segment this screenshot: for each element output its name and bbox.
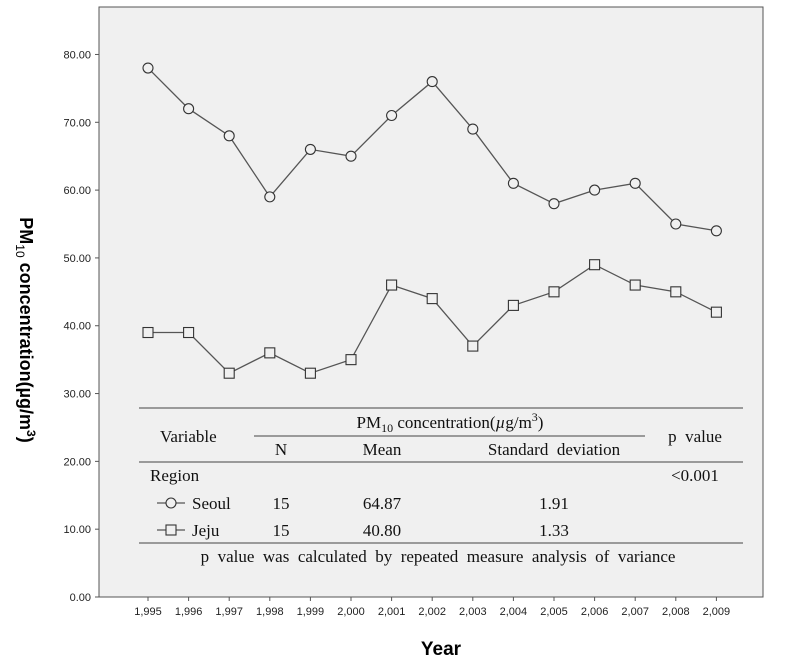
table-row-jeju-mean: 40.80 [363,521,401,540]
x-tick-label: 2,009 [703,606,731,618]
table-pm-post: concentration( [393,413,496,432]
table-row-jeju-n: 15 [273,521,290,540]
y-axis-title-main: PM [16,217,36,244]
y-axis-title-sub: 10 [13,244,27,258]
data-point-seoul [223,130,235,142]
x-tick-label: 2,000 [337,606,365,618]
series-layer [142,62,722,379]
y-tick-label: 50.00 [63,253,91,265]
data-point-jeju [183,326,195,339]
x-tick-label: 2,008 [662,606,690,618]
data-point-seoul [183,103,195,115]
x-tick-label: 2,004 [500,606,528,618]
table-row-jeju-label: Jeju [192,521,220,540]
data-point-seoul [629,177,641,189]
data-point-seoul [467,123,479,135]
table-col-mean: Mean [363,440,402,459]
table-col-p: p value [668,427,722,446]
x-tick-label: 1,998 [256,606,284,618]
x-tick-label: 1,999 [297,606,325,618]
table-variable-header: Variable [160,427,217,446]
y-tick-label: 70.00 [63,117,91,129]
data-point-seoul [589,184,601,196]
y-tick-label: 10.00 [63,524,91,536]
x-tick-label: 2,001 [378,606,406,618]
data-point-jeju [548,286,560,298]
x-tick-label: 2,007 [621,606,649,618]
table-row-jeju-sd: 1.33 [539,521,569,540]
stats-table: Variable PM10 concentration(µg/m3) N Mea… [139,407,743,566]
x-tick-label: 1,996 [175,606,203,618]
table-row-seoul-sd: 1.91 [539,494,569,513]
y-tick-label: 20.00 [63,456,91,468]
x-tick-label: 1,995 [134,606,162,618]
data-point-seoul [426,76,438,88]
legend-jeju-marker [165,524,177,536]
table-p-value: <0.001 [671,466,719,485]
table-pm-sub: 10 [381,421,393,435]
data-point-seoul [345,150,357,162]
x-tick-label: 2,003 [459,606,487,618]
data-point-seoul [670,218,682,230]
data-point-seoul [304,143,316,155]
x-axis-title: Year [421,639,462,660]
table-col-n: N [275,440,287,459]
data-point-seoul [710,225,722,237]
y-axis-ticks: 0.00 10.00 20.00 30.00 40.00 50.00 60.00 70.00 8… [63,49,99,604]
y-tick-label: 30.00 [63,389,91,401]
y-axis-title-close: ) [16,437,36,443]
x-tick-label: 2,006 [581,606,609,618]
data-point-jeju [589,259,601,271]
data-point-seoul [142,62,154,74]
data-point-seoul [386,109,398,122]
data-point-jeju [426,293,438,305]
data-point-seoul [507,177,519,189]
x-tick-label: 1,997 [215,606,243,618]
table-pm-header: PM10 concentration(µg/m3) [357,410,544,435]
data-point-jeju [507,299,519,311]
y-axis-title-sup: 3 [24,430,38,437]
data-point-jeju [142,326,154,339]
x-tick-label: 2,005 [540,606,568,618]
data-point-jeju [467,340,479,352]
data-point-jeju [386,279,398,291]
data-point-jeju [264,347,276,359]
x-tick-label: 2,002 [418,606,446,618]
data-point-jeju [304,367,316,379]
data-point-jeju [629,279,641,291]
table-pm-unit: g/m [505,413,531,432]
data-point-jeju [223,367,235,379]
y-axis-title: PM10 concentration(µg/m3) [13,217,38,442]
y-tick-label: 60.00 [63,185,91,197]
data-point-seoul [548,198,560,210]
legend-seoul-marker [165,497,177,509]
table-row-seoul-label: Seoul [192,494,231,513]
data-point-jeju [670,286,682,298]
table-pm-pre: PM [357,413,382,432]
y-axis-title-rest: concentration(µg/m [16,258,36,430]
data-point-jeju [710,306,722,318]
table-row-seoul-n: 15 [273,494,290,513]
table-row-seoul-mean: 64.87 [363,494,402,513]
y-tick-label: 0.00 [70,592,91,604]
table-pm-close: ) [538,413,544,432]
x-axis-ticks: 1,995 1,996 1,997 1,998 1,999 2,000 2,001 2,002… [134,597,730,618]
table-region-label: Region [150,466,200,485]
data-point-jeju [345,354,357,366]
y-tick-label: 40.00 [63,321,91,333]
y-tick-label: 80.00 [63,49,91,61]
table-col-sd: Standard deviation [488,440,621,459]
table-footnote: p value was calculated by repeated measu… [201,547,676,566]
table-pm-mu: µ [496,413,506,432]
data-point-seoul [264,191,276,203]
table-pm-sup: 3 [532,410,538,424]
